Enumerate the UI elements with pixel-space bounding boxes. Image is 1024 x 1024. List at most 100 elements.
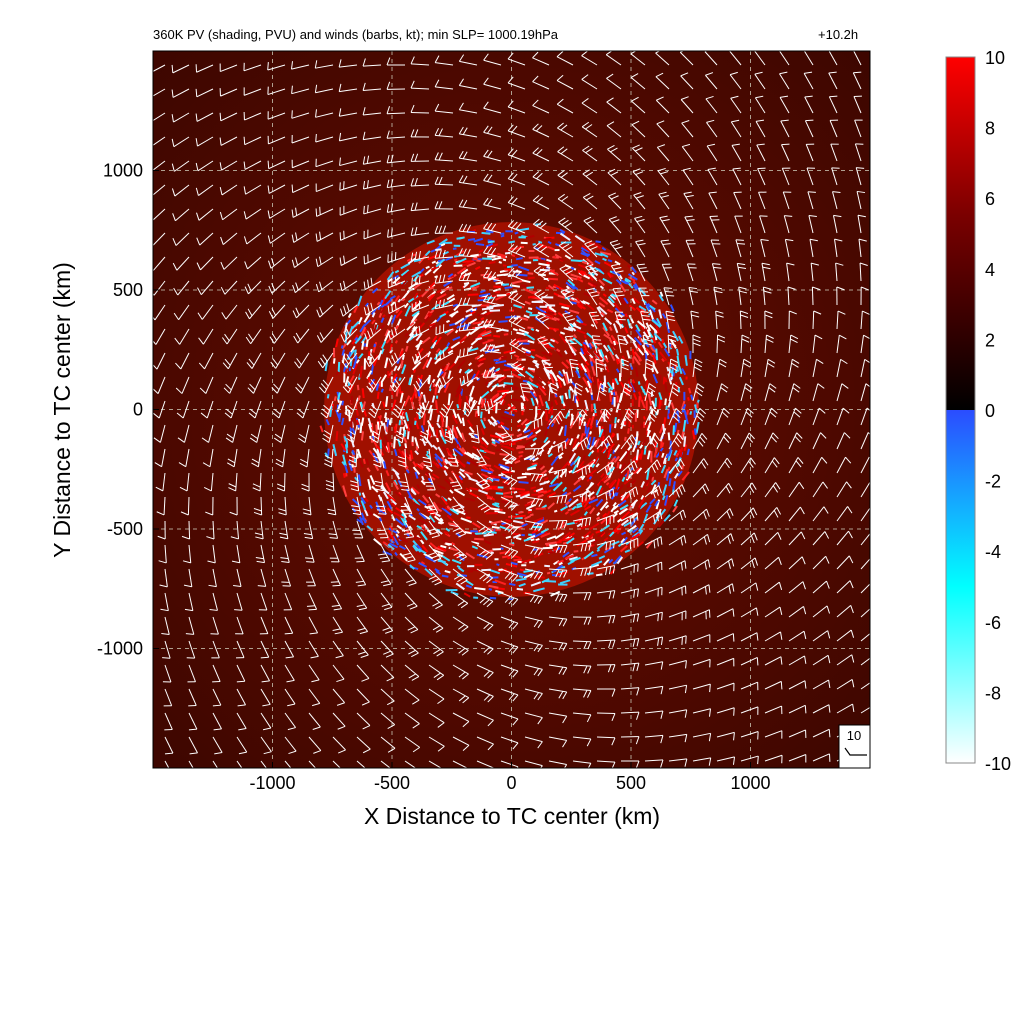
pv-streak — [589, 507, 596, 515]
wind-barb-flag — [591, 335, 600, 337]
wind-barb-flag — [683, 535, 687, 544]
wind-barb-shaft — [620, 408, 630, 426]
pv-streak — [661, 338, 665, 344]
wind-barb-flag — [450, 465, 459, 467]
wind-barb-flag — [530, 498, 536, 506]
wind-barb-flag — [608, 590, 612, 600]
wind-barb-shaft — [363, 184, 382, 190]
pv-streak — [488, 568, 501, 575]
pv-streak — [413, 294, 423, 301]
pv-streak — [518, 510, 524, 514]
wind-barb-flag — [807, 191, 816, 193]
pv-streak — [572, 322, 577, 327]
pv-streak — [411, 301, 419, 309]
wind-barb-flag — [820, 432, 827, 439]
wind-barb-flag — [537, 693, 543, 701]
pv-streak — [506, 463, 514, 467]
wind-barb-flag — [458, 150, 464, 159]
wind-barb-shaft — [764, 335, 767, 354]
wind-barb-shaft — [644, 536, 662, 546]
pv-streak — [354, 336, 359, 341]
wind-barb-flag — [412, 723, 420, 729]
wind-barb-flag — [511, 269, 519, 276]
wind-barb-flag — [486, 270, 493, 279]
wind-barb-flag — [308, 608, 317, 611]
pv-streak — [638, 391, 643, 401]
pv-streak — [445, 527, 451, 532]
pv-streak — [435, 347, 441, 353]
wind-barb-flag — [504, 572, 511, 579]
pv-streak — [384, 482, 392, 493]
pv-streak — [574, 235, 586, 243]
pv-streak — [575, 370, 581, 378]
pv-streak — [494, 344, 505, 349]
wind-barb-shaft — [243, 88, 262, 96]
pv-streak — [491, 487, 503, 491]
wind-barb-shaft — [428, 640, 444, 653]
pv-streak — [447, 349, 454, 355]
wind-barb-shaft — [210, 472, 214, 491]
wind-barb-flag — [358, 651, 367, 655]
wind-barb-shaft — [500, 424, 513, 440]
wind-barb-flag — [850, 629, 855, 638]
pv-streak — [445, 416, 449, 428]
wind-barb-shaft — [182, 400, 190, 419]
pv-streak — [450, 590, 459, 596]
wind-barb-flag — [667, 318, 676, 322]
wind-barb-flag — [504, 438, 513, 442]
wind-barb-flag — [451, 504, 460, 508]
wind-barb-flag — [558, 241, 567, 247]
pv-streak — [435, 429, 439, 438]
pv-streak — [506, 375, 514, 378]
wind-barb-flag — [219, 137, 222, 146]
pv-streak — [500, 484, 511, 487]
wind-barb-flag — [605, 492, 608, 501]
wind-barb-flag — [583, 689, 588, 698]
pv-streak — [658, 397, 662, 410]
wind-barb-shaft — [363, 208, 382, 215]
wind-barb-flag — [428, 552, 436, 556]
wind-barb-shaft — [196, 112, 214, 122]
wind-barb-flag — [511, 173, 518, 181]
wind-barb-flag — [681, 484, 686, 493]
pv-streak — [665, 321, 671, 333]
wind-barb-flag — [563, 291, 572, 296]
pv-streak — [511, 264, 518, 267]
wind-barb-flag — [626, 411, 633, 419]
wind-barb-shaft — [452, 520, 467, 535]
pv-streak — [503, 368, 511, 372]
wind-barb-flag — [558, 642, 564, 651]
pv-streak — [470, 282, 481, 288]
wind-barb-shaft — [740, 731, 759, 738]
wind-barb-flag — [267, 235, 271, 244]
pv-streak — [696, 402, 699, 409]
pv-streak — [656, 461, 661, 467]
wind-barb-shaft — [644, 383, 650, 402]
pv-streak — [607, 448, 612, 459]
wind-barb-shaft — [788, 704, 806, 714]
wind-barb-flag — [390, 228, 393, 237]
pv-streak — [651, 299, 658, 305]
pv-streak — [478, 357, 486, 362]
pv-streak — [570, 509, 581, 517]
pv-streak — [523, 454, 533, 461]
wind-barb-shaft — [339, 208, 358, 216]
wind-barb-shaft — [356, 712, 371, 726]
pv-streak — [675, 452, 680, 458]
pv-streak — [568, 389, 571, 399]
pv-streak — [360, 326, 367, 337]
wind-barb-shaft — [483, 155, 502, 162]
wind-barb-flag — [333, 608, 342, 611]
wind-barb-flag — [828, 48, 836, 49]
pv-streak — [615, 403, 620, 413]
wind-barb-flag — [295, 257, 299, 266]
wind-barb-shaft — [572, 567, 591, 570]
pv-streak — [489, 596, 497, 600]
wind-barb-shaft — [363, 232, 382, 240]
wind-barb-shaft — [860, 383, 867, 402]
wind-barb-shaft — [788, 481, 800, 498]
pv-streak — [689, 350, 692, 360]
wind-barb-flag — [837, 310, 846, 315]
wind-barb-shaft — [708, 192, 718, 210]
wind-barb-shaft — [685, 240, 694, 258]
